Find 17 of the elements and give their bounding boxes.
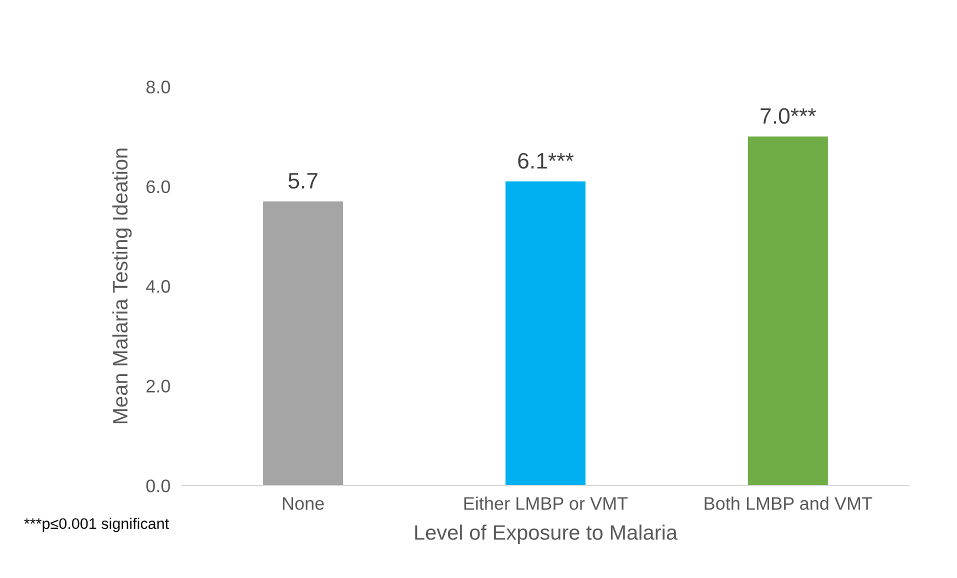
bar bbox=[263, 201, 344, 486]
y-tick-label: 0.0 bbox=[146, 479, 170, 492]
x-axis-title: Level of Exposure to Malaria bbox=[415, 524, 678, 544]
bar bbox=[748, 136, 828, 486]
data-label: 7.0*** bbox=[760, 108, 816, 124]
text: ***p≤0.001 significant bbox=[24, 518, 169, 532]
x-tick-label: Both LMBP and VMT bbox=[704, 496, 872, 510]
data-label: 6.1*** bbox=[518, 152, 574, 169]
data-label: 5.7 bbox=[288, 173, 318, 189]
y-tick-label: 4.0 bbox=[146, 280, 170, 293]
y-tick-label: 8.0 bbox=[146, 80, 170, 94]
y-axis-title: Mean Malaria Testing Ideation bbox=[112, 148, 132, 424]
bar bbox=[505, 181, 586, 486]
x-tick-label: Either LMBP or VMT bbox=[464, 496, 628, 510]
x-tick-label: None bbox=[282, 497, 324, 510]
y-tick-label: 2.0 bbox=[146, 380, 170, 393]
y-tick-label: 6.0 bbox=[146, 180, 170, 194]
